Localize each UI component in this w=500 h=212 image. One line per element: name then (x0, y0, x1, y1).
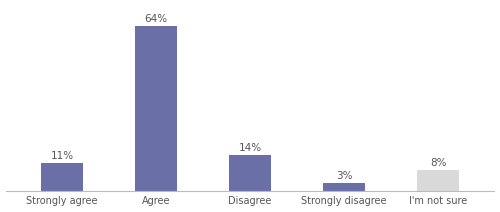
Text: 14%: 14% (238, 143, 262, 153)
Text: 64%: 64% (144, 14, 168, 24)
Bar (135, 26, 177, 191)
Text: 11%: 11% (50, 151, 74, 160)
Text: 3%: 3% (336, 171, 352, 181)
Bar (229, 155, 271, 191)
Text: 8%: 8% (430, 158, 446, 168)
Bar (323, 183, 365, 191)
Bar (417, 170, 459, 191)
Bar (41, 163, 83, 191)
